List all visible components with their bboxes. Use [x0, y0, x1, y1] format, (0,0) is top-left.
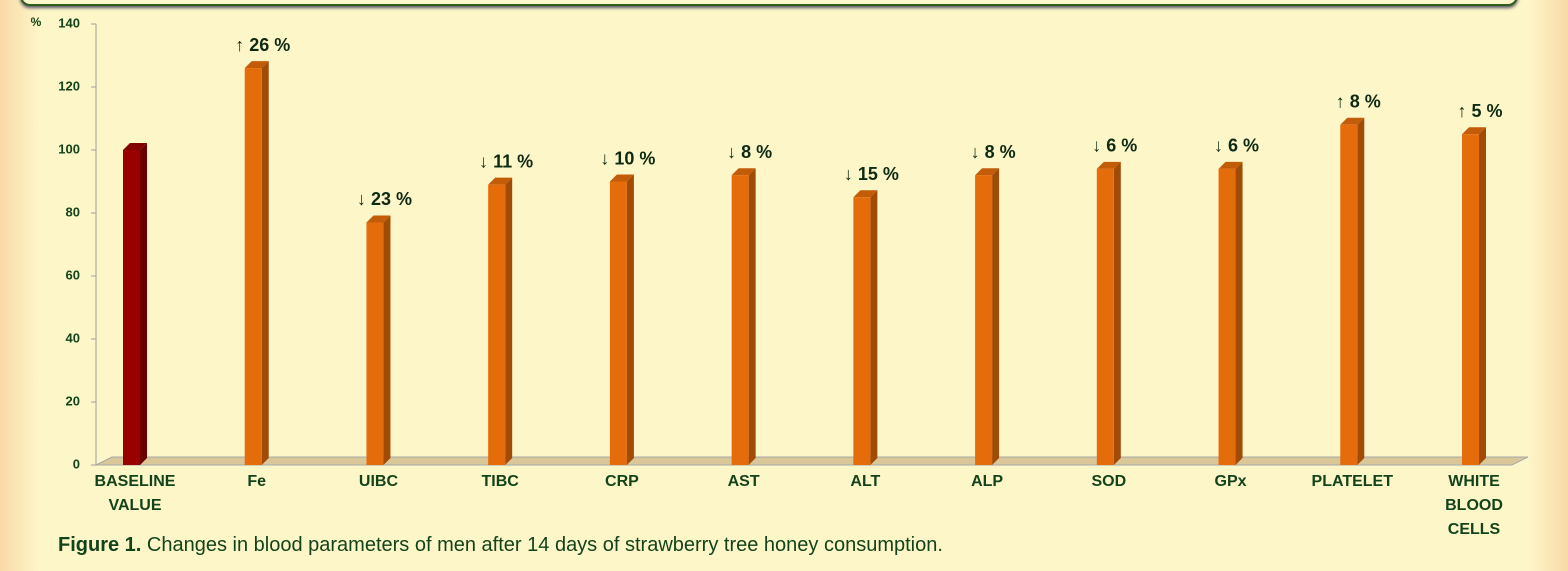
x-tick-label: ALT — [850, 473, 881, 490]
floor — [95, 456, 1529, 466]
annotation: ↓ 11 % — [479, 151, 533, 171]
caption: Figure 1. Changes in blood parameters of… — [58, 534, 943, 557]
annotation: ↓ 6 % — [1214, 136, 1259, 156]
bar-side — [1235, 161, 1243, 465]
y-tick-label: 60 — [66, 267, 80, 282]
bar-top — [366, 215, 391, 223]
bar — [1462, 134, 1479, 465]
bar — [366, 222, 384, 465]
bar — [1218, 168, 1236, 465]
y-tick-label: 40 — [66, 330, 80, 345]
y-tick-label: 80 — [66, 204, 80, 219]
bar — [1340, 124, 1358, 466]
x-tick-label: GPx — [1214, 473, 1247, 490]
annotation: ↓ 8 % — [727, 142, 772, 162]
bar-side — [1113, 161, 1121, 465]
caption-label: Figure 1. — [58, 534, 142, 556]
bar-top — [488, 177, 513, 185]
bar-top — [975, 168, 1000, 176]
bar-side — [992, 168, 1000, 465]
bar-side — [140, 143, 147, 465]
x-tick-label: WHITE BLOOD CELLS — [1445, 473, 1503, 538]
bar-side — [870, 190, 878, 465]
bar-top — [853, 190, 878, 198]
bar-top — [731, 168, 756, 176]
x-tick-label: Fe — [247, 473, 267, 490]
x-tick-label: UIBC — [358, 473, 398, 490]
bar — [1096, 168, 1114, 465]
bar-top — [609, 174, 634, 182]
annotation: ↓ 6 % — [1092, 136, 1137, 156]
x-tick-label: ALP — [971, 473, 1004, 490]
y-tick-label: 100 — [58, 141, 80, 156]
x-tick-label: PLATELET — [1311, 473, 1393, 490]
bar-side — [626, 174, 634, 465]
bar — [244, 68, 262, 465]
y-tick-label: 0 — [73, 456, 80, 471]
y-tick-label: 120 — [58, 78, 80, 93]
bar — [609, 181, 627, 465]
bar-side — [505, 177, 513, 465]
bar — [975, 175, 993, 465]
annotation: ↓ 10 % — [600, 148, 655, 168]
annotation: ↓ 8 % — [971, 142, 1016, 162]
bar-side — [1479, 127, 1486, 465]
annotation: ↑ 8 % — [1336, 92, 1381, 112]
caption-text: Changes in blood parameters of men after… — [146, 534, 943, 556]
x-tick-label: CRP — [605, 473, 639, 490]
bar-top — [1096, 161, 1121, 169]
annotation: ↓ 15 % — [844, 164, 899, 184]
annotation: ↓ 23 % — [357, 189, 412, 209]
x-tick-label: TIBC — [481, 473, 519, 490]
x-tick-label: AST — [727, 473, 760, 490]
bar-side — [383, 215, 391, 465]
bar — [731, 175, 749, 465]
bar — [853, 197, 871, 465]
bar-top — [123, 143, 147, 150]
annotation: ↑ 26 % — [235, 35, 290, 55]
bar-side — [748, 168, 756, 465]
bar-side — [1357, 117, 1365, 466]
y-tick-label: 140 — [58, 15, 80, 30]
bar — [488, 184, 506, 465]
bar-top — [244, 61, 269, 69]
bar-top — [1218, 161, 1243, 169]
bar-top — [1462, 127, 1486, 135]
bar-top — [1340, 117, 1365, 125]
y-axis-label: % — [31, 15, 42, 29]
annotation: ↑ 5 % — [1457, 101, 1502, 121]
x-tick-label: BASELINE VALUE — [94, 473, 176, 514]
bar — [123, 150, 140, 465]
bar-side — [261, 61, 269, 465]
y-tick-label: 20 — [66, 393, 80, 408]
x-tick-label: SOD — [1091, 473, 1127, 490]
